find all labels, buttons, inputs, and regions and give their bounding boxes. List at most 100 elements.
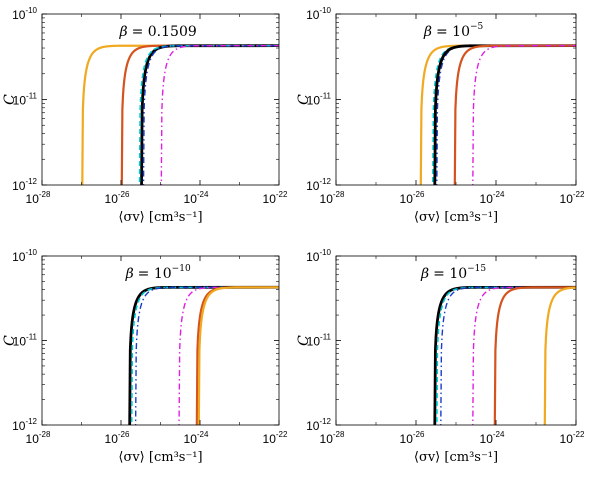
y-tick-label: 10-12 <box>12 417 37 433</box>
x-tick-exponent: -22 <box>276 190 288 199</box>
y-tick-exponent: -10 <box>25 248 37 257</box>
x-tick-exponent: -24 <box>493 430 505 439</box>
y-tick-exponent: -12 <box>25 417 37 426</box>
title-equals: = <box>132 24 148 40</box>
panel-title: β = 0.1509 <box>118 24 196 40</box>
series-line-3 <box>436 44 576 185</box>
title-equals: = <box>433 266 449 282</box>
y-tick-exponent: -10 <box>319 6 331 15</box>
x-tick-exponent: -24 <box>197 430 209 439</box>
x-tick-exponent: -26 <box>118 190 130 199</box>
title-exponent: −15 <box>467 264 486 274</box>
panel-title: β = 10−15 <box>420 264 486 282</box>
x-tick-label: 10-24 <box>184 430 209 446</box>
x-tick-label: 10-26 <box>105 430 130 446</box>
x-tick-exponent: -28 <box>39 190 51 199</box>
title-value: 10 <box>154 266 172 282</box>
series-line-5 <box>195 286 279 425</box>
series-line-2 <box>435 286 576 425</box>
x-tick-label: 10-24 <box>184 190 209 206</box>
y-tick-label: 10-10 <box>306 6 331 22</box>
title-equals: = <box>138 266 154 282</box>
x-tick-label: 10-22 <box>263 190 288 206</box>
title-equals: = <box>436 24 452 40</box>
x-tick-exponent: -26 <box>413 190 425 199</box>
x-tick-exponent: -28 <box>39 430 51 439</box>
series-group <box>81 44 279 185</box>
y-axis-label: C <box>2 94 18 105</box>
x-tick-label: 10-28 <box>26 430 51 446</box>
title-symbol: β <box>118 24 127 40</box>
series-line-1 <box>81 44 279 185</box>
y-tick-exponent: -12 <box>25 177 37 186</box>
y-axis-label: C <box>296 94 312 105</box>
x-tick-exponent: -26 <box>118 430 130 439</box>
series-line-4 <box>472 286 576 425</box>
y-tick-label: 10-12 <box>306 417 331 433</box>
title-value: 0.1509 <box>148 24 197 40</box>
title-symbol: β <box>125 266 134 282</box>
x-tick-label: 10-28 <box>320 430 345 446</box>
series-line-4 <box>138 44 279 185</box>
x-tick-label: 10-28 <box>320 190 345 206</box>
title-value: 10 <box>452 24 470 40</box>
series-line-3 <box>440 286 576 425</box>
y-tick-exponent: -11 <box>26 333 38 342</box>
x-tick-label: 10-24 <box>480 190 505 206</box>
y-tick-exponent: -12 <box>319 177 331 186</box>
y-tick-exponent: -11 <box>320 333 332 342</box>
series-line-6 <box>472 44 576 185</box>
x-tick-label: 10-24 <box>480 430 505 446</box>
x-tick-exponent: -22 <box>276 430 288 439</box>
panel-title: β = 10−5 <box>423 22 484 40</box>
x-tick-label: 10-26 <box>400 190 425 206</box>
x-tick-exponent: -26 <box>413 430 425 439</box>
series-line-1 <box>419 44 576 185</box>
x-axis-label: ⟨σv⟩ [cm³s⁻¹] <box>414 210 498 225</box>
title-value: 10 <box>449 266 467 282</box>
x-tick-exponent: -22 <box>573 190 585 199</box>
y-axis-label: C <box>2 335 18 346</box>
y-tick-exponent: -10 <box>25 6 37 15</box>
y-tick-exponent: -11 <box>26 92 38 101</box>
series-line-1 <box>433 285 576 425</box>
series-line-4 <box>178 286 279 425</box>
series-line-2 <box>120 44 279 185</box>
series-line-6 <box>543 286 576 425</box>
chart-panel-3: 10-12 10 -11 10-10 10-28 10-26 10-24 10-22 β = 10… <box>2 248 288 465</box>
series-line-2 <box>130 286 279 425</box>
x-tick-label: 10-26 <box>400 430 425 446</box>
y-tick-label: 10-12 <box>306 177 331 193</box>
x-tick-exponent: -24 <box>493 190 505 199</box>
series-group <box>419 44 576 185</box>
x-axis-label: ⟨σv⟩ [cm³s⁻¹] <box>118 450 202 465</box>
chart-panel-4: 10-12 10 -11 10-10 10-28 10-26 10-24 10-22 β = 10… <box>296 248 585 465</box>
y-axis-label: C <box>296 335 312 346</box>
x-tick-label: 10-22 <box>263 430 288 446</box>
x-tick-exponent: -24 <box>197 190 209 199</box>
x-axis-label: ⟨σv⟩ [cm³s⁻¹] <box>118 210 202 225</box>
x-tick-label: 10-28 <box>26 190 51 206</box>
x-tick-exponent: -28 <box>333 430 345 439</box>
title-symbol: β <box>420 266 429 282</box>
series-group <box>433 285 576 425</box>
y-tick-exponent: -11 <box>320 92 332 101</box>
title-exponent: −5 <box>470 22 484 32</box>
series-line-5 <box>453 44 576 185</box>
title-exponent: −10 <box>172 264 191 274</box>
series-group <box>128 285 279 425</box>
x-axis-label: ⟨σv⟩ [cm³s⁻¹] <box>414 450 498 465</box>
x-tick-label: 10-26 <box>105 190 130 206</box>
series-line-4 <box>433 44 576 185</box>
x-tick-exponent: -28 <box>333 190 345 199</box>
y-tick-label: 10-10 <box>12 6 37 22</box>
y-tick-label: 10-12 <box>12 177 37 193</box>
series-line-5 <box>142 44 279 185</box>
y-tick-exponent: -12 <box>319 417 331 426</box>
panel-title: β = 10−10 <box>125 264 191 282</box>
x-tick-exponent: -22 <box>573 430 585 439</box>
x-tick-label: 10-22 <box>560 430 585 446</box>
y-tick-exponent: -10 <box>319 248 331 257</box>
